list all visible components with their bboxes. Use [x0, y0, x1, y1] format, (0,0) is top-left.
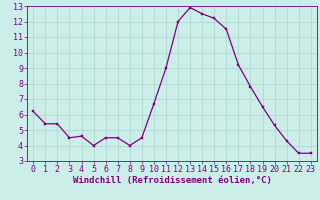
- X-axis label: Windchill (Refroidissement éolien,°C): Windchill (Refroidissement éolien,°C): [73, 176, 271, 185]
